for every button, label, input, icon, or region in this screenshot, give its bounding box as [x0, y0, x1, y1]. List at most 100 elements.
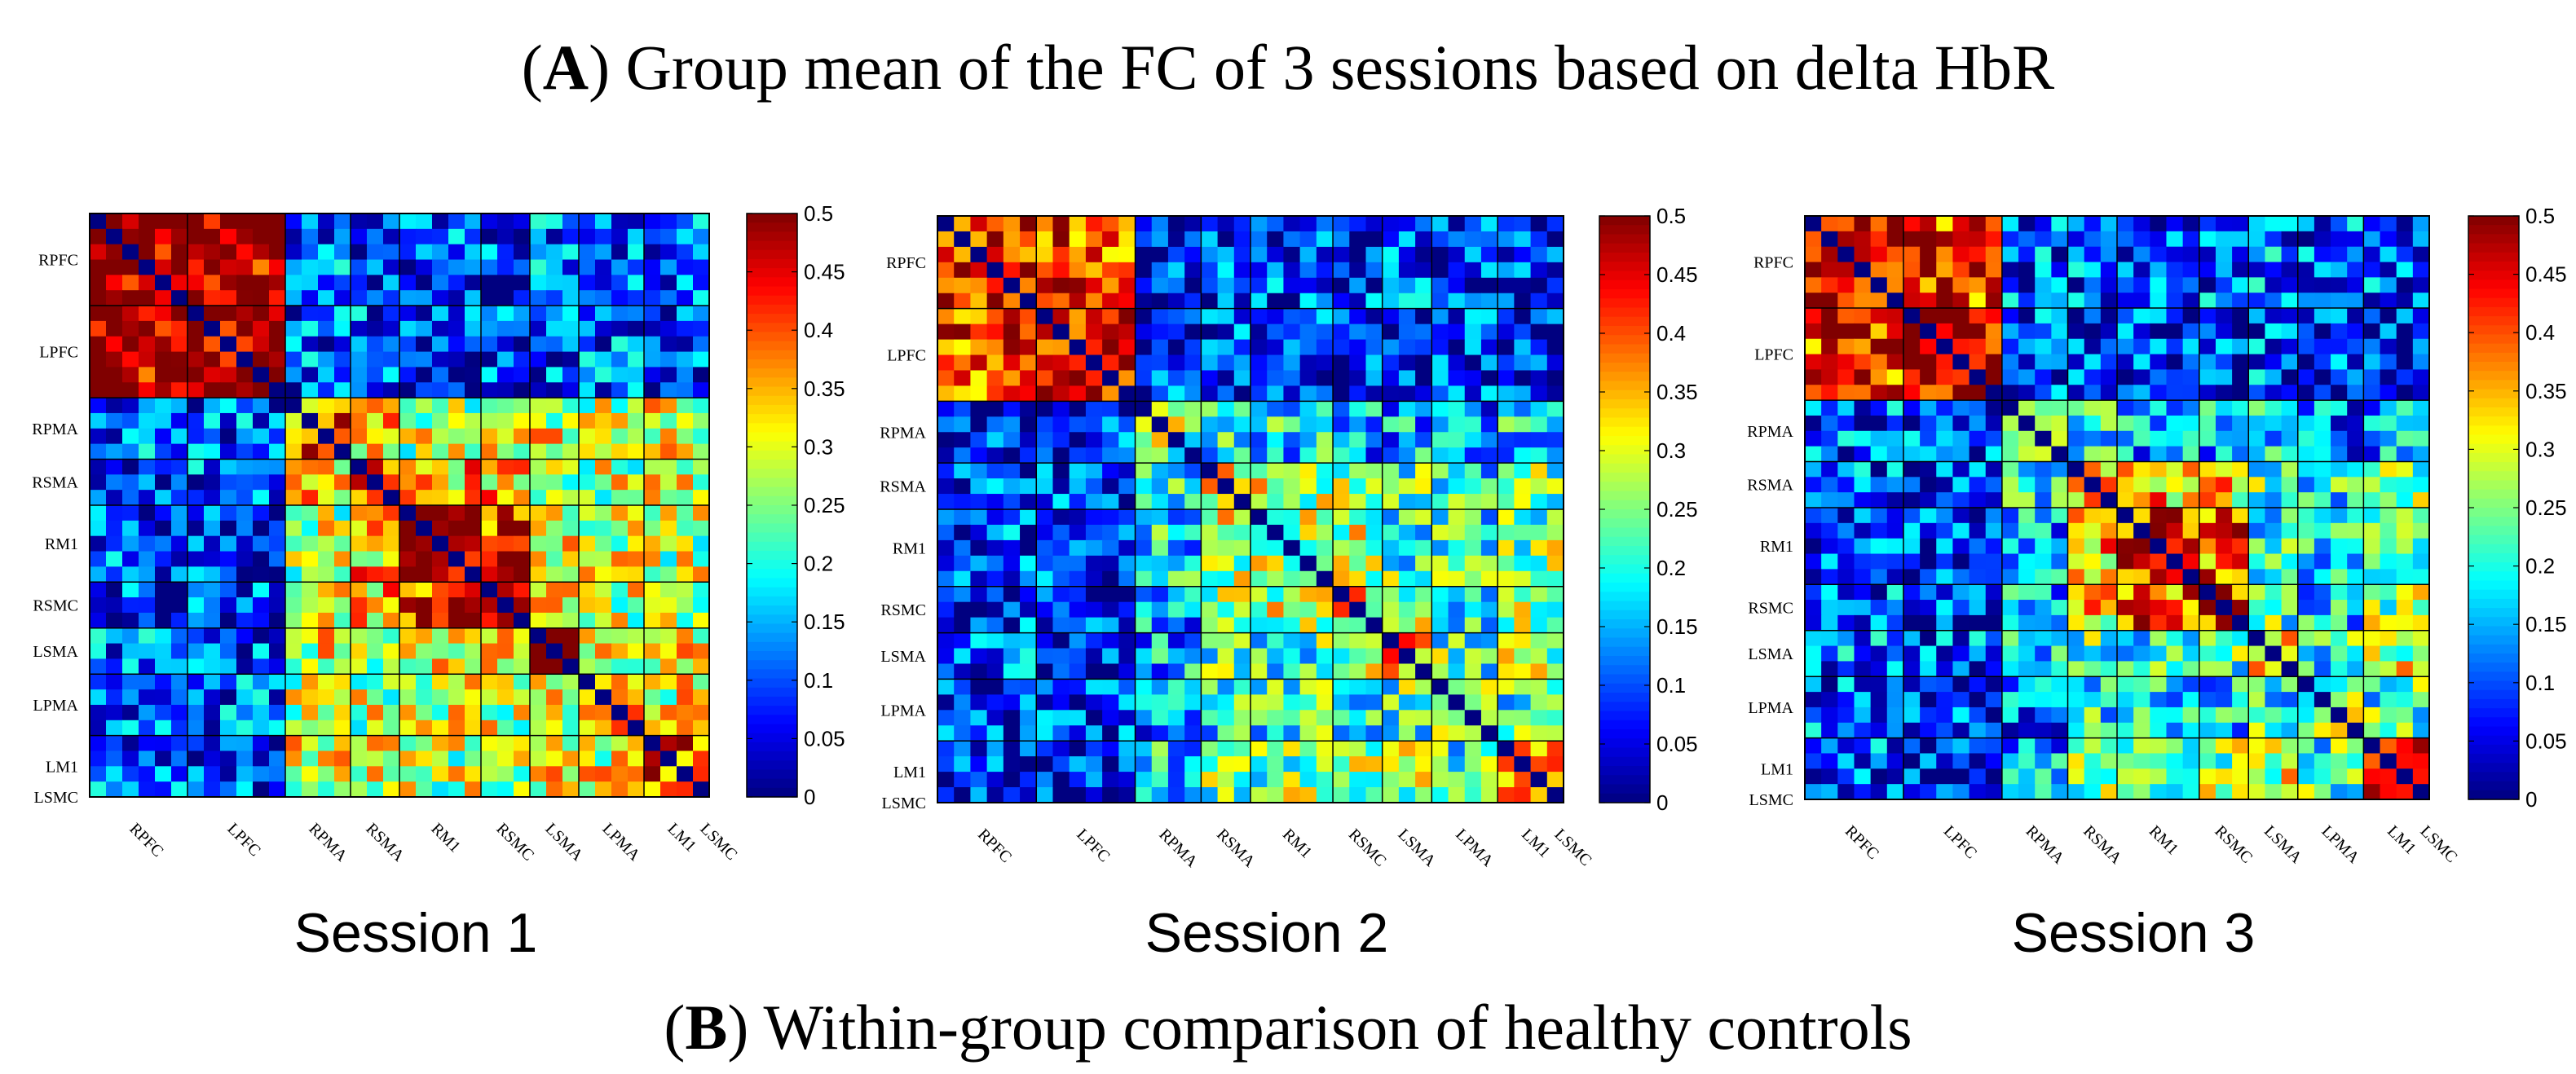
heatmap-cell: [693, 781, 710, 798]
heatmap-cell: [2314, 630, 2331, 647]
heatmap-cell: [351, 244, 368, 261]
heatmap-cell: [2166, 262, 2184, 278]
heatmap-cell: [2232, 308, 2249, 324]
colorbar-segment: [1599, 729, 1650, 739]
heatmap-cell: [2018, 293, 2036, 309]
heatmap-cell: [416, 428, 433, 445]
heatmap-cell: [1118, 432, 1136, 448]
heatmap-cell: [1020, 679, 1037, 695]
heatmap-cell: [2182, 661, 2200, 677]
heatmap-cell: [2133, 722, 2150, 739]
heatmap-cell: [106, 412, 123, 429]
col-label-lsmc: LSMC: [2416, 822, 2460, 866]
heatmap-cell: [1201, 432, 1219, 448]
heatmap-cell: [1135, 262, 1153, 279]
heatmap-cell: [1069, 463, 1087, 479]
heatmap-cell: [1969, 338, 1987, 355]
heatmap-cell: [1069, 308, 1087, 325]
heatmap-cell: [497, 643, 514, 660]
heatmap-cell: [1821, 753, 1838, 769]
heatmap-cell: [1464, 478, 1482, 495]
heatmap-cell: [1233, 494, 1251, 510]
heatmap-cell: [1431, 463, 1449, 479]
heatmap-cell: [595, 766, 612, 782]
heatmap-cell: [351, 627, 368, 645]
heatmap-cell: [1837, 231, 1855, 248]
heatmap-cell: [1102, 601, 1119, 618]
heatmap-cell: [1382, 432, 1400, 448]
heatmap-cell: [1316, 772, 1334, 788]
heatmap-cell: [2166, 522, 2184, 539]
heatmap-cell: [106, 505, 123, 522]
heatmap-cell: [2018, 369, 2036, 385]
heatmap-cell: [530, 213, 547, 230]
heatmap-cell: [2363, 722, 2381, 739]
heatmap-cell: [1036, 246, 1054, 263]
heatmap-cell: [1546, 632, 1564, 649]
heatmap-cell: [90, 213, 107, 230]
heatmap-cell: [1480, 354, 1498, 372]
heatmap-cell: [1333, 447, 1350, 464]
heatmap-cell: [383, 582, 400, 598]
heatmap-cell: [1530, 524, 1548, 541]
colorbar-segment: [1599, 473, 1650, 482]
heatmap-cell: [269, 551, 286, 567]
heatmap-cell: [1870, 446, 1888, 463]
heatmap-cell: [106, 351, 123, 368]
row-label-lm1: LM1: [1761, 760, 1793, 778]
heatmap-cell: [2133, 584, 2150, 601]
heatmap-cell: [1903, 293, 1921, 309]
heatmap-cell: [937, 494, 955, 510]
heatmap-cell: [1003, 694, 1021, 711]
heatmap-cell: [954, 432, 972, 448]
heatmap-cell: [1167, 617, 1185, 634]
heatmap-cell: [302, 351, 319, 368]
heatmap-cell: [1135, 570, 1153, 588]
heatmap-cell: [2199, 630, 2217, 647]
heatmap-cell: [1052, 756, 1070, 772]
heatmap-cell: [2347, 369, 2364, 385]
heatmap-cell: [204, 658, 221, 675]
heatmap-cell: [187, 520, 205, 537]
heatmap-cell: [595, 443, 612, 460]
heatmap-cell: [1920, 323, 1937, 340]
heatmap-cell: [2380, 600, 2397, 616]
heatmap-cell: [1920, 768, 1937, 785]
heatmap-cell: [2347, 461, 2364, 478]
heatmap-cell: [1398, 339, 1416, 356]
heatmap-cell: [2100, 706, 2118, 724]
colorbar-segment: [2468, 498, 2519, 508]
heatmap-cell: [1464, 277, 1482, 294]
heatmap-cell: [1920, 461, 1937, 478]
heatmap-cell: [220, 398, 237, 414]
heatmap-cell: [2297, 508, 2315, 524]
heatmap-cell: [2380, 246, 2397, 263]
heatmap-cell: [220, 750, 237, 767]
heatmap-cell: [1118, 231, 1136, 248]
heatmap-cell: [1251, 617, 1268, 634]
col-label-rsma: RSMA: [2080, 822, 2125, 868]
heatmap-cell: [448, 597, 465, 614]
heatmap-cell: [2297, 722, 2315, 739]
heatmap-cell: [1546, 339, 1564, 356]
heatmap-cell: [90, 704, 107, 721]
heatmap-cell: [1349, 741, 1367, 757]
heatmap-cell: [611, 398, 629, 414]
heatmap-cell: [2182, 722, 2200, 739]
heatmap-cell: [1903, 461, 1921, 478]
heatmap-cell: [1530, 509, 1548, 526]
heatmap-cell: [1217, 277, 1235, 294]
heatmap-cell: [611, 351, 629, 368]
heatmap-cell: [334, 367, 351, 383]
heatmap-cell: [1201, 216, 1219, 232]
heatmap-cell: [1920, 676, 1937, 693]
heatmap-cell: [1886, 614, 1904, 632]
colorbar-segment: [2468, 407, 2519, 417]
heatmap-cell: [1316, 262, 1334, 279]
heatmap-cell: [2001, 415, 2019, 432]
heatmap-cell: [1498, 679, 1515, 695]
heatmap-cell: [448, 428, 465, 445]
heatmap-cell: [562, 612, 580, 629]
heatmap-cell: [1952, 354, 1970, 371]
heatmap-cell: [970, 524, 988, 541]
